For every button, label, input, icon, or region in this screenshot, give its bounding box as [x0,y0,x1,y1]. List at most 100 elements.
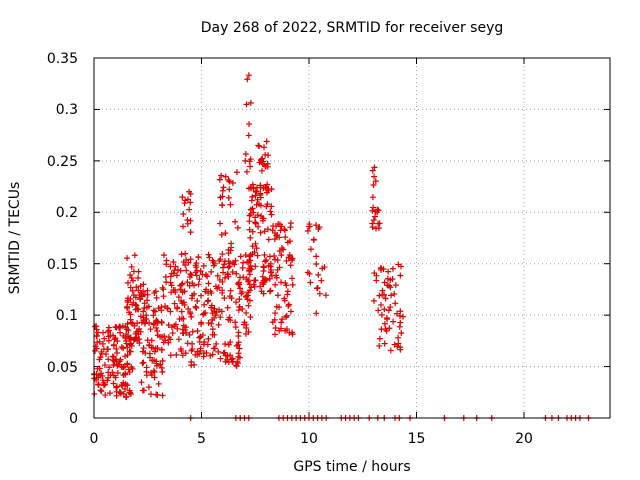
data-point [225,194,232,201]
data-point [372,178,379,185]
data-point [140,288,147,295]
data-point [179,352,186,359]
data-point [197,333,204,340]
data-point [105,328,112,335]
data-point [189,340,196,347]
data-point [254,212,261,219]
data-point [261,228,268,235]
data-point [120,345,127,352]
data-point [194,327,201,334]
data-point [120,390,127,397]
data-point [389,265,396,272]
data-point [306,270,313,277]
data-point [225,258,232,265]
data-point [236,296,243,303]
data-point [216,176,223,183]
data-point [265,262,272,269]
data-point [241,319,248,326]
data-point [189,292,196,299]
plot-frame [93,57,611,419]
data-point [259,217,266,224]
data-point [278,245,285,252]
data-point [222,274,229,281]
data-point [369,194,376,201]
data-point [210,345,217,352]
data-point [378,311,385,318]
data-point [187,190,194,197]
data-point [113,345,120,352]
data-point [205,251,212,258]
data-point [237,285,244,292]
data-point [247,156,254,163]
data-point [219,278,226,285]
data-point [187,271,194,278]
data-point [220,184,227,191]
data-point [96,356,103,363]
data-point [395,334,402,341]
data-point [157,361,164,368]
data-point [278,279,285,286]
data-point [221,261,228,268]
data-point [248,197,255,204]
data-point [133,329,140,336]
data-point [175,294,182,301]
data-point [144,297,151,304]
data-point [206,254,213,261]
data-point [381,306,388,313]
data-point [173,272,180,279]
data-point [257,229,264,236]
data-point [289,275,296,282]
data-point [232,218,239,225]
data-point [271,316,278,323]
data-point [122,353,129,360]
data-point [398,263,405,270]
data-point [254,252,261,259]
data-point [192,351,199,358]
data-point [282,314,289,321]
data-point [143,372,150,379]
data-point [278,319,285,326]
data-point [124,303,131,310]
data-point [123,393,130,400]
data-point [168,282,175,289]
data-point [134,305,141,312]
data-point [247,252,254,259]
data-point [289,329,296,336]
data-point [242,157,249,164]
data-point [371,213,378,220]
data-point [369,167,376,174]
data-point [186,206,193,213]
data-point [284,239,291,246]
data-point [129,320,136,327]
data-point [119,364,126,371]
data-point [263,138,270,145]
data-point [287,308,294,315]
data-point [392,282,399,289]
data-point [243,294,250,301]
data-point [399,313,406,320]
data-point [289,281,296,288]
y-tick-label: 0.35 [47,51,78,67]
data-point [167,273,174,280]
data-point [246,121,253,128]
data-point [288,257,295,264]
data-point [114,369,121,376]
data-point [310,236,317,243]
data-point [376,292,383,299]
data-point [158,318,165,325]
data-point [192,269,199,276]
data-point [161,333,168,340]
data-point [140,387,147,394]
data-point [174,304,181,311]
data-point [262,276,269,283]
data-point [178,308,185,315]
data-point [235,353,242,360]
data-point [194,298,201,305]
data-point [198,319,205,326]
data-point [281,226,288,233]
data-point [193,260,200,267]
data-point [211,305,218,312]
data-point [271,331,278,338]
data-point [160,339,167,346]
data-point [247,99,254,106]
